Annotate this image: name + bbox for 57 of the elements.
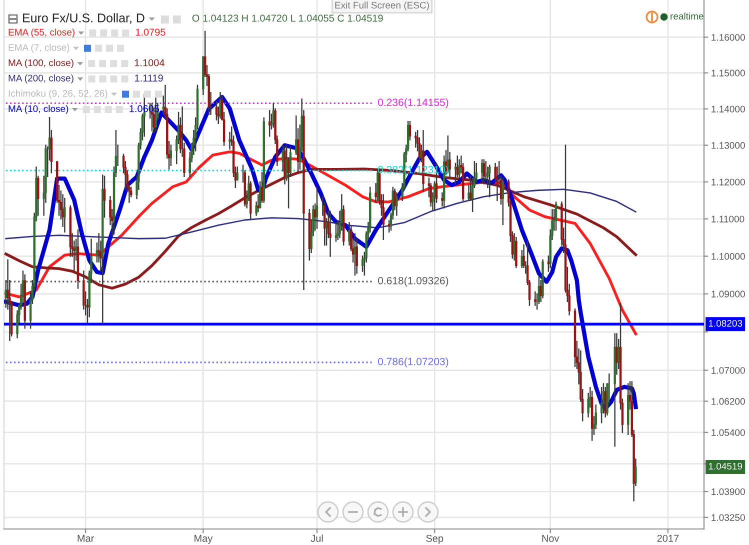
text: Euro Fx/U.S. Dollar, D [23,13,144,24]
annotation: Exit Full Screen (ESC) [335,2,429,10]
candlestick [361,256,364,272]
candlestick [502,178,504,226]
candlestick [215,101,218,120]
x-tick-label: 2017 [657,534,679,542]
text: MA (200, close) [8,74,74,84]
candlestick [414,132,417,148]
y-tick-label: 1.09000 [712,290,745,298]
candlestick [458,159,460,179]
y-tick-label: 1.12000 [712,178,745,186]
text: MA (10, close) [8,105,68,114]
y-tick-label: 1.13000 [712,142,745,149]
annotation: realtime [670,12,704,20]
candlestick [482,159,486,184]
candlestick [268,110,271,137]
y-tick-label: 1.10000 [712,253,745,260]
annotation: 1.1004 [134,59,164,66]
x-tick-label: Sep [426,534,444,544]
y-tick-label: 1.11000 [712,216,744,222]
y-tick-label: 1.06200 [712,398,745,405]
y-tick-label: 1.03900 [712,488,745,496]
candlestick [334,222,338,242]
candlestick [488,164,491,198]
y-tick-label: 1.07000 [712,367,745,374]
annotation: 0.382(1.12310) [378,166,448,176]
y-tick-label: 1.15000 [712,70,745,76]
text: 1.04519 [708,462,742,470]
text: MA (100, close) [8,59,74,68]
annotation: 0.786(1.07203) [378,358,448,368]
candlestick [382,194,385,240]
text: EMA (55, close) [8,28,74,38]
candlestick [64,198,66,233]
candlestick [534,291,536,306]
annotation: Ichimoku (9, 26, 52, 26) [8,90,108,99]
x-tick-label: Mar [78,534,94,542]
annotation: 0.236(1.14155) [378,98,448,108]
x-tick-label: Jul [310,534,323,542]
y-tick-label: 1.03250 [712,514,745,521]
candlestick [329,210,332,257]
y-tick-label: 1.14000 [712,106,745,112]
y-tick-label: 1.05400 [712,429,745,436]
annotation: 1.0795 [136,28,166,36]
candlestick [376,168,379,201]
x-tick-label: May [194,534,213,544]
ref-line-label: 1.08203 [708,320,742,327]
candlestick [316,186,318,229]
annotation: EMA (7, close) [8,44,70,53]
annotation: 0.618(1.09326) [378,276,448,286]
candlestick [480,159,484,183]
text: O 1.04123 H 1.04720 L 1.04055 C 1.04519 [192,14,383,22]
candlestick [170,144,172,166]
candlestick [604,387,606,418]
annotation: 1.1119 [135,74,163,82]
candlestick [396,192,398,216]
x-tick-label: Nov [542,534,560,542]
y-tick-label: 1.16000 [712,34,745,41]
